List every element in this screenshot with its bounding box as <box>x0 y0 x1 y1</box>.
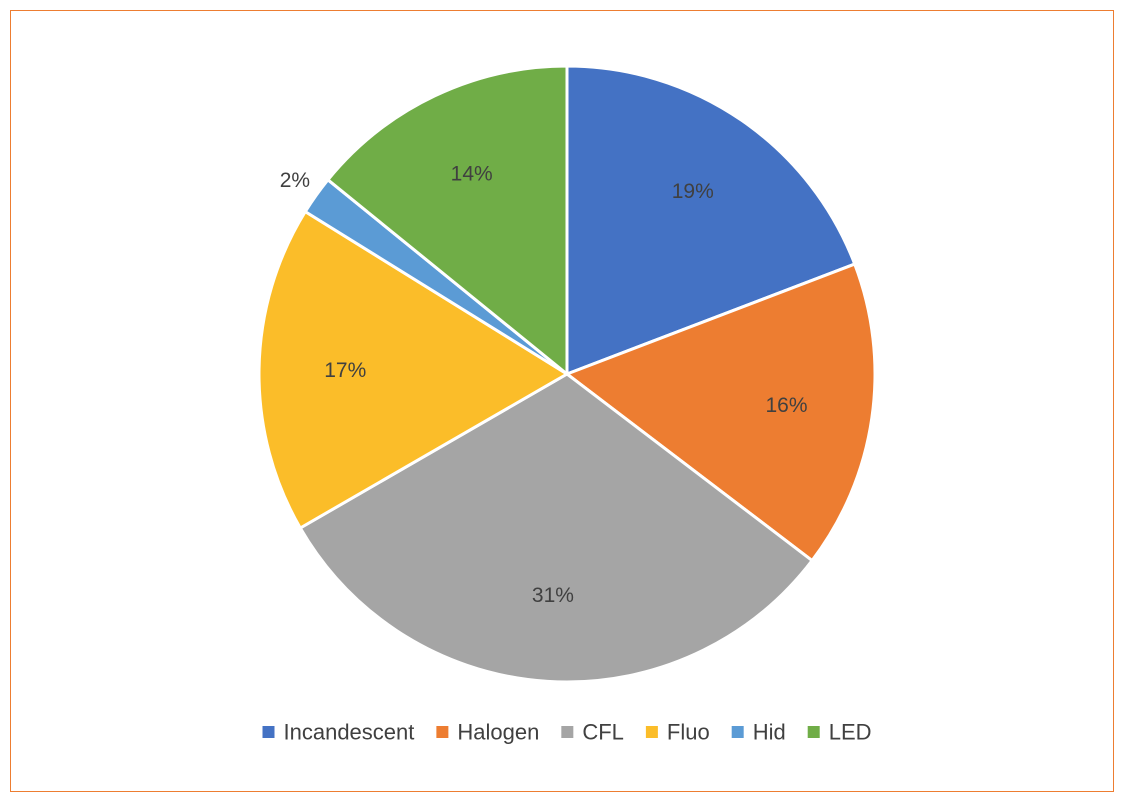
legend-swatch-incandescent <box>262 726 275 738</box>
data-label-incandescent: 19% <box>672 180 714 203</box>
data-label-hid: 2% <box>280 169 310 192</box>
pie-slice-cfl <box>298 372 814 684</box>
legend-label-fluo: Fluo <box>667 720 710 745</box>
legend-label-cfl: CFL <box>582 720 624 745</box>
legend-item-led: LED <box>807 720 872 745</box>
legend-label-hid: Hid <box>753 720 786 745</box>
data-label-halogen: 16% <box>765 394 807 417</box>
legend-label-incandescent: Incandescent <box>284 720 415 745</box>
pie-slice-fluo <box>257 210 569 530</box>
data-label-cfl: 31% <box>532 584 574 607</box>
legend-item-hid: Hid <box>731 720 786 745</box>
legend-swatch-cfl <box>561 726 574 738</box>
legend-item-incandescent: Incandescent <box>262 720 415 745</box>
pie-slice-led <box>326 64 569 376</box>
legend-item-cfl: CFL <box>561 720 624 745</box>
legend-item-halogen: Halogen <box>436 720 539 745</box>
pie-slices <box>257 64 877 684</box>
legend-swatch-halogen <box>436 726 449 738</box>
pie-slice-halogen <box>565 262 877 563</box>
legend-label-halogen: Halogen <box>457 720 539 745</box>
data-label-led: 14% <box>451 162 493 185</box>
legend-swatch-hid <box>731 726 744 738</box>
chart-legend: Incandescent Halogen CFL Fluo Hid LED <box>262 720 872 745</box>
legend-swatch-fluo <box>645 726 658 738</box>
legend-label-led: LED <box>829 720 872 745</box>
pie-slice-incandescent <box>565 64 857 376</box>
pie-data-labels: 19% 16% 31% 17% 2% 14% <box>280 162 808 607</box>
legend-item-fluo: Fluo <box>645 720 710 745</box>
legend-swatch-led <box>807 726 820 738</box>
data-label-fluo: 17% <box>324 359 366 382</box>
